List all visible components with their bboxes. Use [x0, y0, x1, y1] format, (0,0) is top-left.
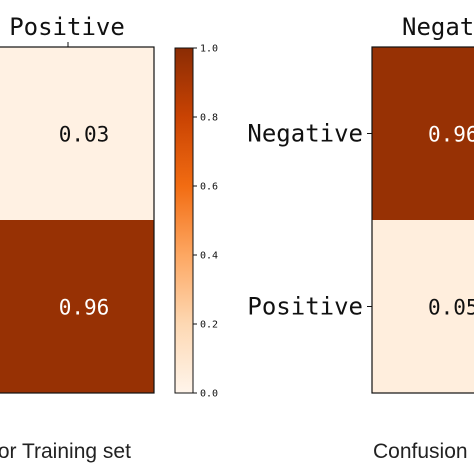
- cell-value-label: 0.03: [59, 123, 110, 147]
- left-heatmap-frame: [0, 46, 155, 394]
- cell-value-label: 0.96: [428, 123, 474, 147]
- colorbar-tick-label: 0.6: [200, 182, 218, 193]
- colorbar-tick-label: 0.0: [200, 389, 218, 400]
- cell-value-label: 0.05: [428, 296, 474, 320]
- colorbar-tick-label: 0.8: [200, 113, 218, 124]
- colorbar: [174, 47, 194, 394]
- heatmap-cell: [0, 220, 154, 393]
- colorbar-tick-label: 0.4: [200, 251, 218, 262]
- colorbar-tick-label: 0.2: [200, 320, 218, 331]
- colorbar-tick-label: 1.0: [200, 44, 218, 55]
- left-caption: for Training set: [0, 440, 131, 463]
- heatmap-cell: [372, 220, 474, 393]
- heatmap-cell: [372, 47, 474, 220]
- column-label: Negat: [402, 13, 474, 41]
- column-label: Positive: [9, 13, 125, 41]
- right-heatmap-frame: [371, 46, 474, 394]
- cell-value-label: 0.96: [59, 296, 110, 320]
- heatmap-cell: [0, 47, 154, 220]
- row-label: Positive: [247, 293, 363, 321]
- right-caption: Confusion: [373, 440, 468, 463]
- row-label: Negative: [247, 120, 363, 148]
